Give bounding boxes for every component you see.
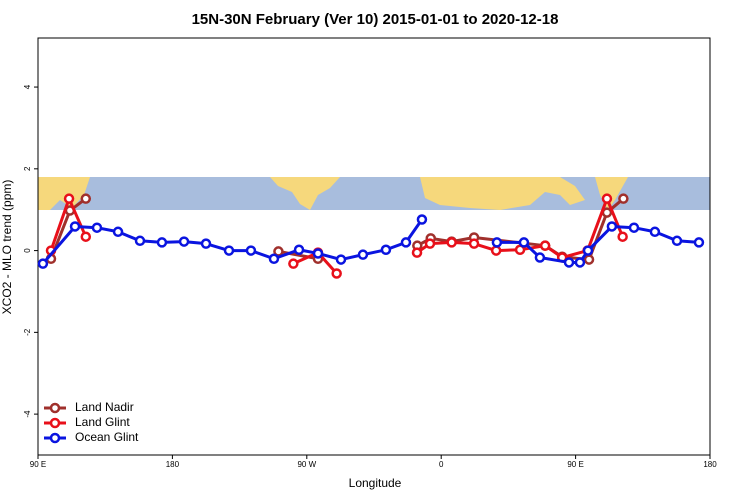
data-point: [534, 252, 546, 263]
x-tick-label: 0: [439, 460, 444, 469]
map-land: [38, 177, 90, 210]
data-point: [63, 193, 75, 204]
data-point: [156, 237, 168, 248]
data-point: [380, 244, 392, 256]
data-point: [411, 247, 423, 258]
map-band: [38, 177, 710, 210]
y-tick-label: 4: [23, 84, 32, 89]
data-point: [288, 258, 299, 269]
chart-title: 15N-30N February (Ver 10) 2015-01-01 to …: [192, 11, 559, 28]
map-land: [420, 177, 585, 210]
x-tick-label: 90 W: [297, 460, 316, 469]
legend-label: Land Nadir: [75, 400, 134, 414]
x-axis-label: Longitude: [349, 476, 402, 490]
legend-marker: [49, 402, 61, 414]
x-tick-label: 180: [166, 460, 180, 469]
data-point: [80, 193, 92, 204]
data-point: [606, 221, 618, 232]
data-point: [574, 257, 586, 268]
data-point: [424, 238, 436, 249]
data-point: [69, 221, 81, 232]
data-point: [618, 193, 629, 204]
data-point: [601, 193, 613, 204]
data-point: [134, 235, 146, 247]
data-point: [671, 235, 683, 247]
data-point: [583, 254, 595, 265]
data-point: [416, 214, 428, 225]
y-tick-label: -2: [23, 328, 32, 336]
data-point: [37, 258, 49, 269]
data-point: [518, 237, 530, 248]
data-point: [628, 222, 640, 233]
data-point: [539, 240, 551, 251]
plot-frame: [37, 37, 711, 456]
data-point: [223, 245, 235, 256]
data-point: [331, 268, 342, 279]
data-point: [335, 254, 347, 265]
y-tick-label: -4: [23, 410, 32, 418]
map-land: [595, 177, 628, 210]
data-point: [357, 249, 369, 260]
legend-marker: [49, 432, 61, 444]
data-point: [112, 226, 124, 238]
data-point: [273, 246, 284, 257]
data-point: [490, 245, 502, 256]
data-point: [312, 248, 324, 259]
data-point: [268, 253, 280, 265]
data-point: [80, 231, 92, 242]
data-point: [178, 236, 190, 247]
y-axis-label: XCO2 - MLO trend (ppm): [0, 180, 14, 315]
data-point: [468, 238, 480, 249]
x-tick-label: 90 E: [567, 460, 583, 469]
map-land: [270, 177, 340, 210]
y-tick-label: 2: [23, 166, 32, 171]
data-point: [446, 237, 457, 248]
legend-marker: [49, 417, 61, 429]
data-point: [617, 231, 628, 242]
data-point: [400, 237, 412, 248]
legend-label: Land Glint: [75, 415, 130, 429]
data-point: [200, 238, 212, 249]
x-tick-label: 90 E: [30, 460, 46, 469]
data-point: [582, 245, 594, 256]
data-point: [693, 237, 705, 248]
data-point: [293, 244, 305, 256]
data-point: [91, 222, 103, 233]
data-point: [491, 237, 503, 248]
x-tick-label: 180: [703, 460, 717, 469]
data-point: [563, 257, 575, 268]
y-tick-label: 0: [23, 248, 32, 253]
legend-label: Ocean Glint: [75, 430, 139, 444]
data-point: [649, 226, 661, 238]
data-point: [245, 245, 257, 256]
